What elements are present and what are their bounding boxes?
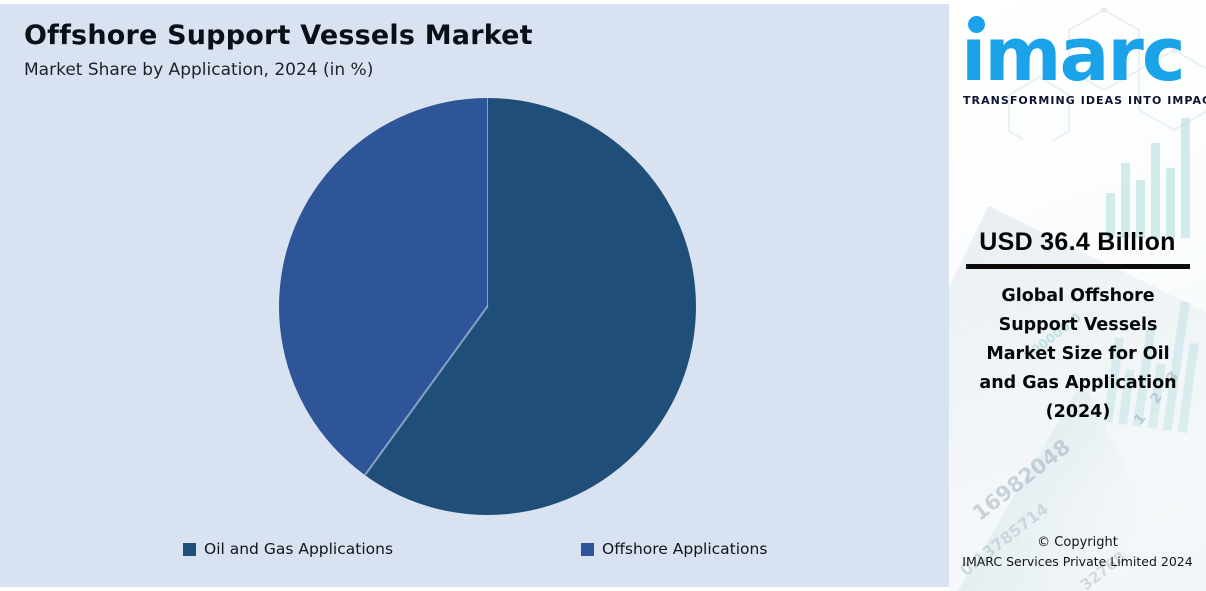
market-value: USD 36.4 Billion (979, 228, 1176, 256)
legend-item-offshore: Offshore Applications (581, 540, 767, 558)
copyright-block: © Copyright IMARC Services Private Limit… (949, 535, 1206, 569)
divider-line (966, 264, 1190, 269)
chart-panel: Offshore Support Vessels Market Market S… (0, 4, 949, 587)
legend-item-oil-and-gas: Oil and Gas Applications (183, 540, 393, 558)
legend-label-offshore: Offshore Applications (602, 540, 768, 558)
slice-divider (486, 98, 489, 307)
imarc-logo-dot-icon (968, 16, 985, 33)
market-description: Global Offshore Support Vessels Market S… (979, 286, 1177, 422)
legend-swatch-oil-and-gas-icon (183, 542, 196, 556)
copyright-company: IMARC Services Private Limited 2024 (962, 554, 1193, 569)
sidebar: 16982048 0.13785714 32768 500000.0 1 2 3… (949, 0, 1206, 591)
chart-subtitle: Market Share by Application, 2024 (in %) (24, 60, 374, 80)
copyright-line: © Copyright (1037, 535, 1118, 550)
hexagon-pattern-decoration (1008, 7, 1206, 140)
imarc-logo-text: ımarc (961, 12, 1186, 98)
watermark-bar-chart-icon (1106, 108, 1190, 238)
page-title: Offshore Support Vessels Market (24, 20, 533, 51)
slice-divider (364, 306, 489, 476)
legend-label-oil-and-gas: Oil and Gas Applications (204, 540, 394, 558)
pie-chart (279, 98, 696, 515)
imarc-logo-tagline: TRANSFORMING IDEAS INTO IMPACT (963, 94, 1206, 107)
legend-swatch-offshore-icon (581, 542, 594, 556)
